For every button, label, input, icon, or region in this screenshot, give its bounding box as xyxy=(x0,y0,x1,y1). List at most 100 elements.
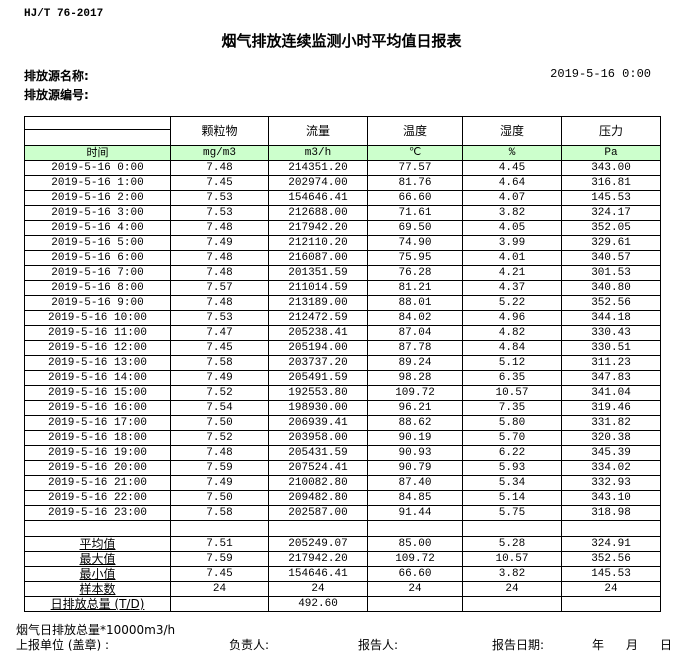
value-cell: 352.56 xyxy=(561,295,661,311)
value-cell: 7.57 xyxy=(170,280,269,296)
time-cell: 2019-5-16 7:00 xyxy=(24,265,171,281)
value-cell: 7.45 xyxy=(170,566,269,582)
value-cell: 7.49 xyxy=(170,235,269,251)
value-cell: 340.80 xyxy=(561,280,661,296)
table-row: 2019-5-16 12:00 7.45 205194.00 87.78 4.84 330… xyxy=(24,340,661,356)
time-cell: 2019-5-16 9:00 xyxy=(24,295,171,311)
value-cell: 205431.59 xyxy=(268,445,368,461)
time-cell: 2019-5-16 21:00 xyxy=(24,475,171,491)
value-cell: 319.46 xyxy=(561,400,661,416)
value-cell: 211014.59 xyxy=(268,280,368,296)
value-cell: 7.48 xyxy=(170,160,269,176)
value-cell: 76.28 xyxy=(367,265,463,281)
source-code-label: 排放源编号: xyxy=(24,88,89,102)
unit-cell: % xyxy=(462,145,562,161)
time-cell: 2019-5-16 17:00 xyxy=(24,415,171,431)
value-cell: 4.45 xyxy=(462,160,562,176)
summary-label: 最小值 xyxy=(24,566,171,582)
time-cell: 2019-5-16 4:00 xyxy=(24,220,171,236)
value-cell: 10.57 xyxy=(462,385,562,401)
footer-note: 烟气日排放总量*10000m3/h xyxy=(16,623,176,637)
value-cell: 205491.59 xyxy=(268,370,368,386)
summary-label: 日排放总量 (T/D) xyxy=(24,596,171,612)
value-cell: 320.38 xyxy=(561,430,661,446)
time-cell: 2019-5-16 19:00 xyxy=(24,445,171,461)
value-cell: 7.48 xyxy=(170,445,269,461)
value-cell: 24 xyxy=(462,581,562,597)
time-cell: 2019-5-16 5:00 xyxy=(24,235,171,251)
table-row: 2019-5-16 10:00 7.53 212472.59 84.02 4.96 344… xyxy=(24,310,661,326)
table-row: 2019-5-16 20:00 7.59 207524.41 90.79 5.93 334… xyxy=(24,460,661,476)
value-cell: 3.82 xyxy=(462,205,562,221)
value-cell: 90.79 xyxy=(367,460,463,476)
value-cell: 341.04 xyxy=(561,385,661,401)
value-cell: 7.45 xyxy=(170,340,269,356)
time-cell: 2019-5-16 3:00 xyxy=(24,205,171,221)
value-cell: 202587.00 xyxy=(268,505,368,521)
value-cell: 5.22 xyxy=(462,295,562,311)
table-row: 2019-5-16 18:00 7.52 203958.00 90.19 5.70 320… xyxy=(24,430,661,446)
time-cell: 2019-5-16 8:00 xyxy=(24,280,171,296)
unit-cell: Pa xyxy=(561,145,661,161)
time-header: 时间 xyxy=(24,145,171,161)
table-row: 2019-5-16 19:00 7.48 205431.59 90.93 6.22 345… xyxy=(24,445,661,461)
value-cell: 212688.00 xyxy=(268,205,368,221)
value-cell: 84.02 xyxy=(367,310,463,326)
source-name-label: 排放源名称: xyxy=(24,69,89,83)
report-datetime: 2019-5-16 0:00 xyxy=(550,67,651,81)
table-row: 2019-5-16 16:00 7.54 198930.00 96.21 7.35 319… xyxy=(24,400,661,416)
value-cell: 81.21 xyxy=(367,280,463,296)
value-cell: 331.82 xyxy=(561,415,661,431)
unit-cell: mg/m3 xyxy=(170,145,269,161)
time-cell: 2019-5-16 22:00 xyxy=(24,490,171,506)
value-cell: 77.57 xyxy=(367,160,463,176)
value-cell: 329.61 xyxy=(561,235,661,251)
value-cell: 7.50 xyxy=(170,490,269,506)
value-cell: 343.00 xyxy=(561,160,661,176)
table-row: 2019-5-16 11:00 7.47 205238.41 87.04 4.82 330… xyxy=(24,325,661,341)
summary-row: 最大值 7.59 217942.20 109.72 10.57 352.56 xyxy=(24,551,661,567)
value-cell: 345.39 xyxy=(561,445,661,461)
value-cell: 324.17 xyxy=(561,205,661,221)
value-cell: 212472.59 xyxy=(268,310,368,326)
empty-cell xyxy=(170,520,269,537)
value-cell: 145.53 xyxy=(561,566,661,582)
value-cell: 4.82 xyxy=(462,325,562,341)
summary-label: 最大值 xyxy=(24,551,171,567)
value-cell: 214351.20 xyxy=(268,160,368,176)
table-row: 2019-5-16 21:00 7.49 210082.80 87.40 5.34 332… xyxy=(24,475,661,491)
table-row: 2019-5-16 22:00 7.50 209482.80 84.85 5.14 343… xyxy=(24,490,661,506)
value-cell: 5.28 xyxy=(462,536,562,552)
column-header: 压力 xyxy=(561,116,661,146)
table-row: 2019-5-16 9:00 7.48 213189.00 88.01 5.22 352.… xyxy=(24,295,661,311)
column-header: 流量 xyxy=(268,116,368,146)
column-header: 颗粒物 xyxy=(170,116,269,146)
value-cell: 344.18 xyxy=(561,310,661,326)
value-cell: 4.01 xyxy=(462,250,562,266)
value-cell: 7.51 xyxy=(170,536,269,552)
value-cell: 24 xyxy=(268,581,368,597)
value-cell: 154646.41 xyxy=(268,566,368,582)
time-cell: 2019-5-16 1:00 xyxy=(24,175,171,191)
value-cell: 98.28 xyxy=(367,370,463,386)
table-row: 2019-5-16 2:00 7.53 154646.41 66.60 4.07 145.… xyxy=(24,190,661,206)
summary-label: 平均值 xyxy=(24,536,171,552)
corner-cell xyxy=(24,116,171,146)
empty-cell xyxy=(462,520,562,537)
value-cell: 217942.20 xyxy=(268,220,368,236)
empty-cell xyxy=(268,520,368,537)
value-cell: 3.99 xyxy=(462,235,562,251)
value-cell: 87.78 xyxy=(367,340,463,356)
value-cell: 96.21 xyxy=(367,400,463,416)
value-cell: 90.93 xyxy=(367,445,463,461)
time-cell: 2019-5-16 10:00 xyxy=(24,310,171,326)
table-row: 2019-5-16 7:00 7.48 201351.59 76.28 4.21 301.… xyxy=(24,265,661,281)
value-cell: 71.61 xyxy=(367,205,463,221)
time-cell: 2019-5-16 12:00 xyxy=(24,340,171,356)
value-cell: 332.93 xyxy=(561,475,661,491)
empty-cell xyxy=(24,520,171,537)
value-cell: 7.59 xyxy=(170,460,269,476)
value-cell: 202974.00 xyxy=(268,175,368,191)
value-cell: 192553.80 xyxy=(268,385,368,401)
value-cell: 7.45 xyxy=(170,175,269,191)
